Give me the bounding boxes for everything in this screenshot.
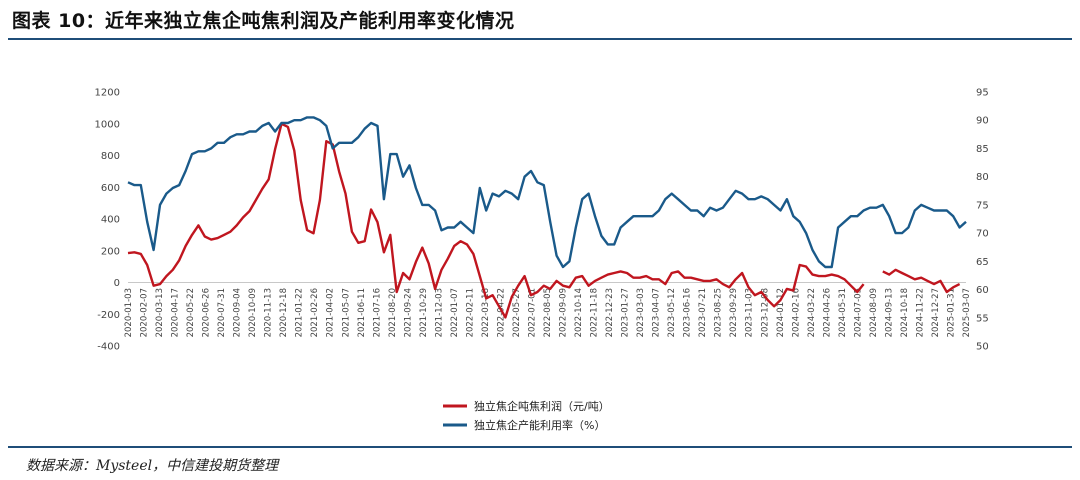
x-tick-label: 2023-11-03: [745, 288, 755, 337]
x-tick-label: 2023-04-07: [652, 288, 662, 337]
x-tick-label: 2024-07-05: [853, 288, 863, 337]
right-y-tick-label: 55: [976, 313, 989, 324]
x-tick-label: 2020-06-26: [202, 288, 212, 337]
x-tick-label: 2024-12-27: [931, 288, 941, 337]
x-tick-label: 2023-01-27: [621, 288, 631, 337]
legend-utilization-label: 独立焦企产能利用率（%）: [474, 418, 605, 432]
x-tick-label: 2020-02-07: [140, 288, 150, 337]
right-y-tick-label: 60: [976, 285, 989, 296]
profit-series-line: [127, 122, 865, 319]
x-tick-label: 2021-05-07: [341, 288, 351, 337]
x-tick-label: 2024-02-16: [791, 288, 801, 337]
x-tick-label: 2021-12-03: [434, 288, 444, 337]
right-y-tick-label: 50: [976, 342, 989, 353]
right-y-tick-label: 85: [976, 144, 989, 155]
x-tick-label: 2022-03-18: [481, 288, 491, 337]
x-tick-label: 2022-02-11: [465, 288, 475, 337]
x-tick-label: 2022-08-05: [543, 288, 553, 337]
left-y-tick-label: 800: [101, 151, 120, 162]
x-tick-label: 2021-08-20: [388, 288, 398, 337]
figure-title: 图表 10：近年来独立焦企吨焦利润及产能利用率变化情况: [12, 10, 515, 32]
right-y-tick-label: 90: [976, 116, 989, 127]
profit-series-line: [882, 268, 961, 294]
left-y-tick-label: 600: [101, 183, 120, 194]
x-tick-label: 2021-09-24: [403, 288, 413, 337]
x-tick-label: 2023-05-12: [667, 288, 677, 337]
x-tick-label: 2021-06-11: [357, 288, 367, 337]
x-tick-label: 2023-03-03: [636, 288, 646, 337]
x-tick-label: 2021-04-02: [326, 288, 336, 337]
x-tick-label: 2023-09-29: [729, 288, 739, 337]
x-tick-label: 2024-03-22: [807, 288, 817, 337]
x-tick-label: 2024-09-13: [884, 288, 894, 337]
legend: 独立焦企吨焦利润（元/吨） 独立焦企产能利用率（%）: [443, 399, 610, 432]
left-y-tick-label: 400: [101, 215, 120, 226]
series-lines: [127, 116, 967, 319]
left-y-tick-label: -400: [97, 342, 120, 353]
right-y-tick-label: 80: [976, 172, 989, 183]
x-tick-label: 2021-02-26: [310, 288, 320, 337]
left-y-tick-label: 1200: [95, 88, 120, 99]
x-tick-label: 2025-01-31: [946, 288, 956, 337]
x-tick-label: 2020-10-09: [248, 288, 258, 337]
left-y-axis: -400 -200 0 200 400 600 800 1000 1200: [95, 88, 120, 353]
line-chart: -400 -200 0 200 400 600 800 1000 1200 50 55 60 65 70…: [95, 88, 989, 433]
x-tick-label: 2020-09-04: [233, 288, 243, 337]
x-tick-label: 2024-08-09: [869, 288, 879, 337]
x-tick-label: 2023-08-25: [714, 288, 724, 337]
x-tick-label: 2023-06-16: [683, 288, 693, 337]
x-tick-label: 2023-12-08: [760, 288, 770, 337]
x-tick-label: 2025-03-07: [962, 288, 972, 337]
x-tick-label: 2022-07-01: [527, 288, 537, 337]
x-tick-label: 2024-11-22: [915, 288, 925, 337]
x-tick-label: 2020-12-18: [279, 288, 289, 337]
x-tick-label: 2022-01-07: [450, 288, 460, 337]
x-tick-label: 2020-03-13: [155, 288, 165, 337]
x-tick-label: 2021-01-22: [295, 288, 305, 337]
x-tick-label: 2020-01-03: [124, 288, 134, 337]
x-tick-label: 2022-12-23: [605, 288, 615, 337]
left-y-tick-label: 1000: [95, 119, 120, 130]
x-tick-label: 2022-10-14: [574, 288, 584, 337]
x-tick-label: 2024-04-26: [822, 288, 832, 337]
utilization-series-line: [127, 116, 967, 269]
x-tick-label: 2022-05-27: [512, 288, 522, 337]
legend-profit-label: 独立焦企吨焦利润（元/吨）: [474, 399, 610, 413]
x-tick-label: 2020-07-31: [217, 288, 227, 337]
right-y-tick-label: 65: [976, 257, 989, 268]
left-y-tick-label: 0: [114, 278, 120, 289]
x-tick-label: 2024-10-18: [900, 288, 910, 337]
x-tick-label: 2024-05-31: [838, 288, 848, 337]
x-tick-label: 2022-09-09: [559, 288, 569, 337]
x-tick-label: 2021-10-29: [419, 288, 429, 337]
x-tick-label: 2022-11-18: [590, 288, 600, 337]
title-rule: [8, 38, 1072, 40]
x-tick-label: 2024-01-12: [776, 288, 786, 337]
right-y-tick-label: 75: [976, 200, 989, 211]
left-y-tick-label: 200: [101, 246, 120, 257]
right-y-tick-label: 70: [976, 229, 989, 240]
x-tick-label: 2021-07-16: [372, 288, 382, 337]
x-tick-label: 2020-04-17: [171, 288, 181, 337]
x-tick-label: 2020-05-22: [186, 288, 196, 337]
right-y-tick-label: 95: [976, 88, 989, 99]
x-tick-label: 2023-07-21: [698, 288, 708, 337]
source-rule: [8, 446, 1072, 448]
x-tick-label: 2020-11-13: [264, 288, 274, 337]
source-note: 数据来源：Mysteel，中信建投期货整理: [26, 458, 279, 474]
x-axis: 2020-01-03 2020-02-07 2020-03-13 2020-04-17…: [124, 282, 972, 337]
left-y-tick-label: -200: [97, 310, 120, 321]
right-y-axis: 50 55 60 65 70 75 80 85 90 95: [976, 88, 989, 353]
